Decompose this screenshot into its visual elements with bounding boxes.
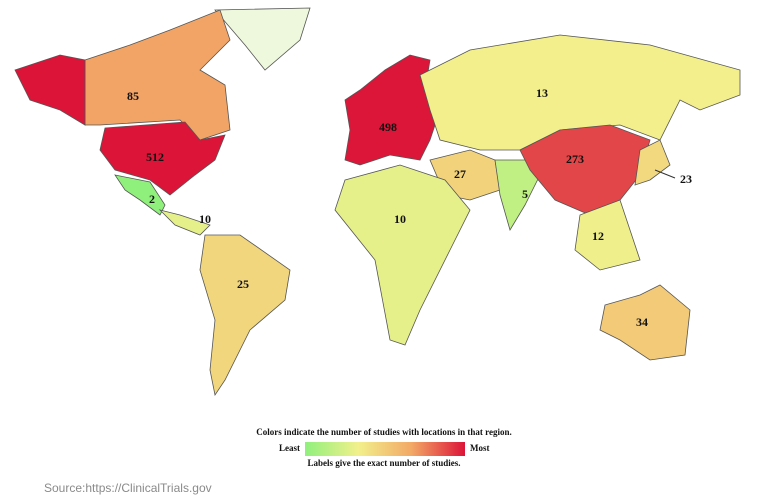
region-label: 13 (536, 86, 548, 100)
region-label: 273 (566, 152, 584, 166)
region (334, 164, 471, 346)
legend-gradient (305, 442, 465, 456)
region (158, 209, 211, 236)
region (14, 54, 86, 126)
region-label: 12 (592, 229, 604, 243)
region (419, 34, 741, 151)
region (199, 234, 291, 397)
region (84, 9, 231, 141)
region-label: 2 (149, 192, 155, 206)
region-label: 5 (522, 187, 528, 201)
source: Source:https://ClinicalTrials.gov (44, 481, 212, 495)
legend-low: Least (279, 443, 300, 453)
region-label: 498 (379, 120, 397, 134)
region-label: 85 (127, 89, 139, 103)
leader-line (654, 169, 676, 179)
legend-high: Most (470, 443, 490, 453)
region-label: 27 (454, 167, 466, 181)
region-label: 10 (394, 212, 406, 226)
legend-title: Colors indicate the number of studies wi… (256, 427, 511, 437)
region-label: 23 (680, 172, 692, 186)
legend-note: Labels give the exact number of studies. (307, 458, 460, 468)
region-label: 25 (237, 277, 249, 291)
region (114, 174, 166, 216)
greenland (214, 7, 311, 71)
region-label: 512 (146, 150, 164, 164)
region-label: 10 (199, 212, 211, 226)
region-label: 34 (636, 315, 648, 329)
region (344, 54, 441, 166)
region (574, 199, 641, 271)
region (99, 121, 226, 196)
region (519, 124, 651, 216)
region (599, 284, 691, 361)
